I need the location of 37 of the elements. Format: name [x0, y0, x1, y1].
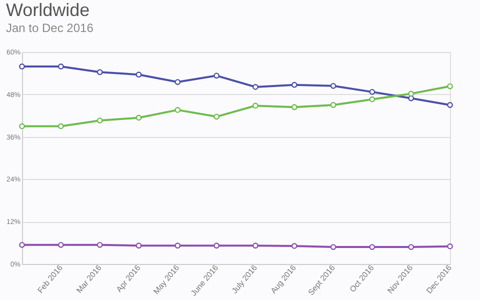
point [252, 242, 258, 249]
point [174, 242, 181, 249]
point [330, 102, 336, 108]
point [96, 69, 103, 76]
point [96, 242, 103, 248]
point [447, 243, 453, 250]
point [136, 114, 142, 121]
point [96, 118, 103, 124]
point [291, 243, 298, 249]
point [214, 114, 220, 120]
point [291, 82, 298, 88]
point [19, 123, 25, 130]
point [369, 96, 376, 102]
point [252, 102, 258, 109]
point [447, 102, 453, 108]
point [330, 82, 336, 89]
point [408, 244, 414, 250]
point [58, 242, 64, 248]
point [19, 64, 25, 70]
point [136, 242, 142, 249]
point [19, 242, 25, 248]
point [447, 83, 453, 90]
point [174, 107, 181, 113]
point [174, 79, 181, 85]
point [330, 244, 336, 250]
point [136, 72, 142, 78]
point [408, 90, 414, 97]
point [214, 242, 220, 249]
point [291, 104, 298, 110]
chart-subtitle: Jan to Dec 2016 [6, 21, 94, 35]
point [252, 84, 258, 90]
point [369, 88, 376, 95]
point [58, 64, 64, 70]
point [369, 244, 376, 250]
point [58, 123, 64, 130]
point [214, 72, 220, 79]
chart-title: Worldwide [6, 0, 90, 20]
